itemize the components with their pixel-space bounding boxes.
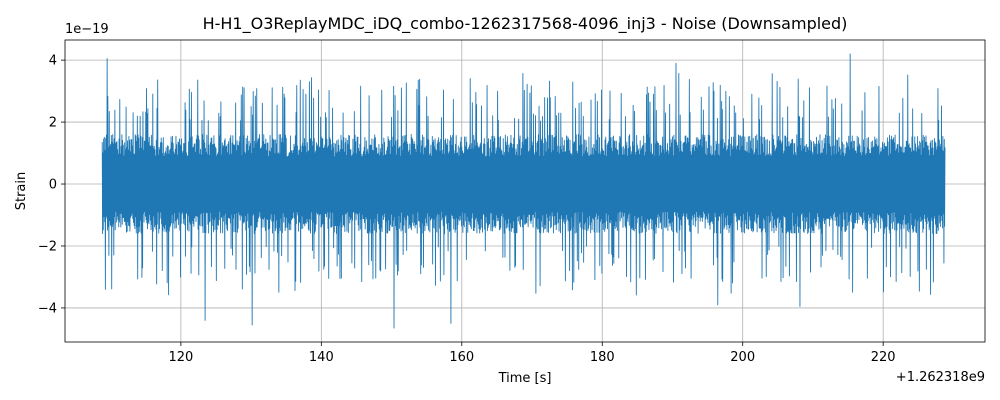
- y-axis-label: Strain: [14, 172, 29, 211]
- y-tick-label: −2: [38, 239, 57, 254]
- chart-title: H-H1_O3ReplayMDC_iDQ_combo-1262317568-40…: [203, 14, 848, 34]
- x-offset-label: +1.262318e9: [896, 370, 985, 385]
- noise-series-line: [101, 53, 946, 329]
- x-tick-label: 180: [590, 350, 615, 365]
- y-tick-label: 0: [49, 178, 57, 193]
- series-group: [101, 53, 946, 329]
- x-tick-label: 140: [309, 350, 334, 365]
- x-axis-ticks: 120 140 160 180 200 220: [168, 342, 896, 365]
- x-axis-label: Time [s]: [498, 371, 552, 386]
- plot-frame: [64, 39, 986, 343]
- y-tick-label: 4: [49, 54, 57, 69]
- x-tick-label: 160: [449, 350, 474, 365]
- noise-band-core: [102, 156, 945, 212]
- y-tick-label: −4: [38, 301, 57, 316]
- y-axis-ticks: −4 −2 0 2 4: [38, 54, 65, 316]
- x-tick-label: 200: [730, 350, 755, 365]
- x-tick-label: 120: [168, 350, 193, 365]
- y-scale-label: 1e−19: [65, 22, 109, 37]
- y-tick-label: 2: [49, 116, 57, 131]
- x-tick-label: 220: [871, 350, 896, 365]
